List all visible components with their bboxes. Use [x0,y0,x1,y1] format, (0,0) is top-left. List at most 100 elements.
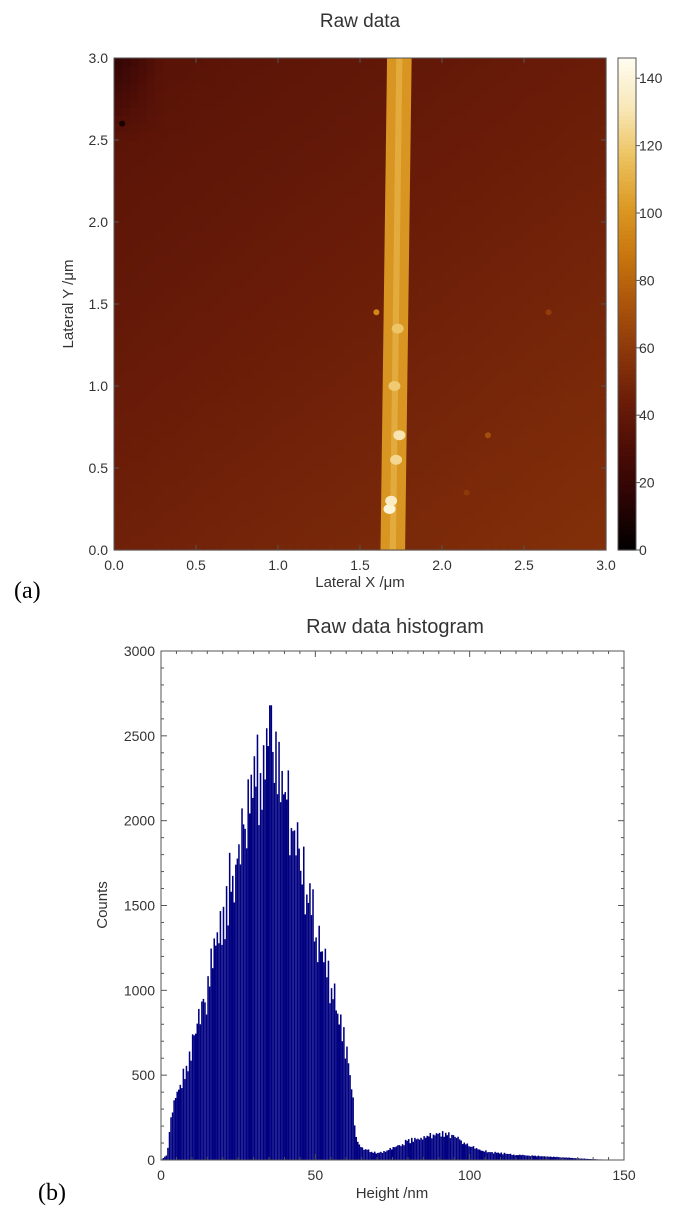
map-cell [458,222,468,231]
map-cell [171,541,181,551]
map-cell [343,427,353,436]
map-cell [261,476,271,485]
map-cell [138,205,148,215]
map-cell [466,312,476,321]
histogram-bar [417,1138,419,1160]
map-cell [319,500,328,510]
map-cell [425,312,435,321]
map-cell [532,328,541,338]
map-cell [376,254,386,264]
map-cell [261,99,271,108]
map-cell [548,353,558,362]
map-cell [228,287,238,297]
map-cell [524,500,533,510]
map-cell [138,263,148,272]
map-cell [360,312,369,321]
map-cell [433,140,443,149]
map-cell [573,468,582,477]
map-cell [269,533,279,543]
map-cell [368,328,377,338]
map-cell [179,148,189,157]
map-cell [335,386,345,395]
map-cell [130,402,140,412]
map-cell [114,369,123,379]
map-cell [261,353,271,362]
map-cell [294,468,304,477]
map-cell [245,222,254,231]
map-cell [540,123,550,133]
map-cell [507,123,517,133]
map-cell [565,427,574,436]
map-cell [245,525,254,535]
map-cell [310,295,320,305]
map-cell [565,82,574,92]
map-cell [351,320,361,330]
map-cell [261,402,271,412]
map-cell [228,541,238,551]
map-cell [474,394,484,403]
map-cell [532,492,541,502]
map-cell [589,525,599,535]
map-cell [327,468,336,477]
map-cell [556,369,566,379]
map-cell [269,197,279,207]
map-cell [269,369,279,379]
map-cell [458,99,468,108]
histogram-bar [415,1139,418,1160]
map-cell [499,468,509,477]
map-cell [581,172,591,182]
map-cell [122,205,131,215]
map-cell [376,140,386,149]
map-cell [294,394,304,403]
map-cell [237,468,246,477]
map-cell [335,369,345,379]
map-cell [294,107,304,116]
map-cell [450,402,459,412]
map-cell [409,484,418,494]
map-cell [548,509,558,518]
map-cell [196,230,205,239]
map-cell [409,164,418,174]
histogram-bar [329,1003,331,1160]
map-cell [228,172,238,182]
map-cell [442,295,451,305]
map-cell [146,443,156,453]
map-cell [302,484,312,494]
histogram-bar [519,1154,521,1160]
map-cell [417,476,427,485]
map-cell [130,295,140,305]
map-cell [187,287,197,297]
histogram-bar [573,1158,575,1160]
map-cell [442,394,451,403]
map-cell [237,254,246,264]
map-cell [515,336,525,346]
map-cell [138,74,148,84]
map-cell [360,295,369,305]
map-cell [540,230,550,239]
map-cell [409,213,418,223]
map-cell [351,484,361,494]
map-cell [335,402,345,412]
map-cell [425,361,435,371]
map-cell [302,197,312,207]
map-cell [442,369,451,379]
map-cell [138,107,148,116]
histogram-bar [457,1136,459,1160]
map-cell [442,509,451,518]
map-cell [589,82,599,92]
colorbar-segment [618,127,636,133]
map-cell [515,312,525,321]
map-cell [589,238,599,248]
map-cell [573,517,582,526]
map-cell [327,541,336,551]
map-cell [228,66,238,75]
map-cell [368,99,377,108]
map-cell [163,271,172,280]
map-cell [212,99,222,108]
map-cell [376,410,386,420]
map-cell [335,468,345,477]
map-cell [442,410,451,420]
map-cell [540,345,550,354]
map-cell [409,148,418,157]
histogram-bar [583,1158,586,1160]
